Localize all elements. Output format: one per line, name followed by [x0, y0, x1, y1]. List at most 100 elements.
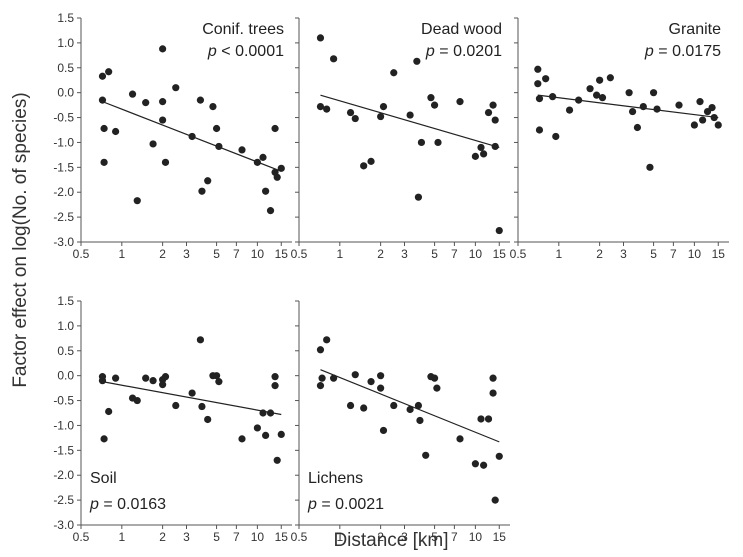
x-tick-label: 7: [451, 247, 458, 261]
data-point: [161, 158, 170, 166]
data-point: [209, 103, 217, 111]
data-point: [565, 106, 574, 114]
data-point: [471, 460, 479, 468]
data-point: [417, 138, 426, 147]
panel-name: Conif. trees: [202, 21, 284, 38]
y-tick-label: -0.5: [53, 394, 74, 408]
data-point: [266, 207, 275, 215]
data-point: [212, 124, 221, 133]
x-tick-label: 5: [431, 530, 438, 544]
y-tick-label: 0.5: [57, 344, 74, 358]
x-tick-label: 2: [159, 530, 166, 544]
data-point: [271, 382, 279, 390]
x-tick-label: 0.5: [291, 247, 308, 261]
x-tick-label: 3: [401, 530, 408, 544]
data-point: [316, 103, 325, 111]
data-point: [262, 431, 270, 439]
data-point: [430, 374, 439, 382]
data-point: [489, 101, 497, 109]
data-point: [379, 103, 388, 111]
data-point: [416, 416, 424, 425]
x-tick-label: 7: [233, 530, 240, 544]
data-point: [277, 430, 285, 439]
data-point: [625, 89, 633, 97]
y-tick-label: -2.0: [53, 468, 74, 482]
p-value: p = 0.0201: [425, 43, 502, 60]
y-tick-label: -2.5: [53, 493, 74, 507]
data-point: [238, 146, 246, 154]
x-tick-label: 15: [493, 530, 507, 544]
x-tick-label: 15: [275, 530, 289, 544]
data-point: [696, 98, 704, 106]
data-point: [128, 90, 137, 98]
data-point: [259, 153, 267, 161]
x-tick-label: 15: [712, 247, 726, 261]
panel-name: Lichens: [308, 470, 363, 487]
x-tick-label: 3: [183, 530, 190, 544]
x-tick-label: 10: [469, 247, 483, 261]
data-point: [271, 373, 279, 381]
data-point: [273, 173, 281, 181]
data-point: [552, 132, 560, 141]
x-tick-label: 5: [213, 247, 220, 261]
data-point: [646, 163, 654, 171]
data-point: [316, 382, 325, 390]
x-tick-label: 15: [275, 247, 289, 261]
data-point: [690, 121, 698, 129]
data-point: [98, 377, 107, 385]
data-point: [198, 402, 206, 411]
data-point: [434, 138, 442, 147]
x-tick-label: 5: [431, 247, 438, 261]
p-value: p = 0.0175: [644, 43, 721, 60]
x-tick-label: 15: [493, 247, 507, 261]
data-point: [606, 74, 614, 82]
data-point: [477, 415, 485, 423]
y-tick-label: -2.5: [53, 210, 74, 224]
data-point: [575, 96, 583, 104]
data-point: [427, 94, 435, 102]
data-point: [456, 435, 464, 443]
data-point: [159, 98, 167, 106]
data-point: [273, 456, 281, 464]
data-point: [215, 378, 223, 386]
x-tick-label: 3: [620, 247, 627, 261]
data-point: [100, 124, 108, 133]
data-point: [495, 452, 503, 460]
trend-line: [102, 381, 282, 416]
x-tick-label: 0.5: [510, 247, 527, 261]
y-tick-label: -1.5: [53, 160, 74, 174]
panel-name: Dead wood: [421, 21, 502, 38]
data-point: [323, 105, 331, 113]
x-tick-label: 5: [650, 247, 657, 261]
x-tick-label: 7: [670, 247, 677, 261]
data-point: [133, 197, 141, 205]
data-point: [480, 150, 488, 158]
y-tick-label: 1.0: [57, 36, 74, 50]
data-point: [598, 94, 607, 102]
y-tick-label: 0.0: [57, 369, 74, 383]
data-point: [351, 371, 359, 379]
data-point: [708, 104, 716, 112]
data-point: [142, 99, 150, 107]
data-point: [535, 126, 544, 134]
x-tick-label: 3: [401, 247, 408, 261]
p-value: p = 0.0021: [307, 496, 384, 513]
data-point: [100, 158, 108, 166]
x-tick-label: 10: [251, 247, 265, 261]
data-point: [198, 187, 206, 195]
data-point: [534, 80, 542, 88]
data-point: [360, 162, 368, 170]
data-point: [414, 193, 423, 201]
data-point: [172, 84, 180, 92]
data-point: [377, 372, 385, 380]
data-point: [149, 140, 157, 148]
data-point: [161, 373, 170, 381]
x-tick-label: 0.5: [73, 530, 90, 544]
x-tick-label: 10: [251, 530, 265, 544]
y-axis-title: Factor effect on log(No. of species): [10, 92, 31, 387]
data-point: [188, 389, 196, 397]
data-point: [593, 91, 601, 99]
x-tick-label: 1: [555, 247, 562, 261]
data-point: [653, 105, 661, 113]
